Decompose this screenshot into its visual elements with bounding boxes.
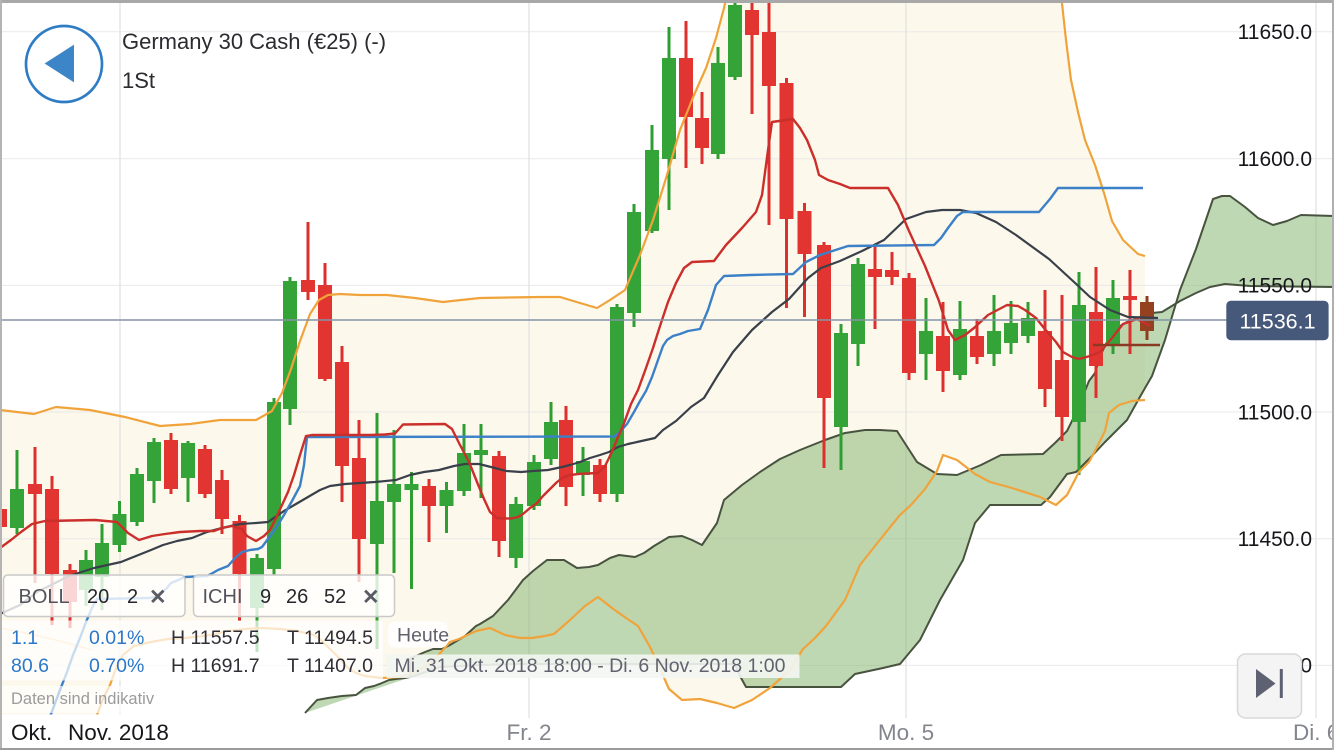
svg-text:T 11407.0: T 11407.0: [287, 655, 373, 677]
svg-text:1.1: 1.1: [11, 627, 38, 649]
svg-text:11650.0: 11650.0: [1238, 21, 1312, 44]
svg-text:26: 26: [286, 586, 308, 608]
svg-text:H 11691.7: H 11691.7: [171, 655, 260, 677]
svg-text:✕: ✕: [149, 586, 167, 609]
svg-text:Daten sind indikativ: Daten sind indikativ: [11, 690, 155, 708]
svg-text:2: 2: [127, 586, 138, 608]
svg-text:T 11494.5: T 11494.5: [287, 627, 373, 649]
svg-text:80.6: 80.6: [11, 655, 49, 677]
svg-text:Okt.: Okt.: [11, 720, 52, 745]
svg-text:Nov. 2018: Nov. 2018: [68, 720, 169, 745]
svg-text:9: 9: [260, 586, 271, 608]
svg-text:Fr. 2: Fr. 2: [506, 720, 551, 745]
svg-text:11550.0: 11550.0: [1238, 275, 1312, 298]
svg-text:Di. 6: Di. 6: [1293, 720, 1334, 745]
svg-text:0.70%: 0.70%: [89, 655, 144, 677]
svg-text:BOLL: BOLL: [19, 586, 70, 608]
svg-text:11600.0: 11600.0: [1238, 148, 1312, 171]
svg-text:0.01%: 0.01%: [89, 627, 144, 649]
svg-text:11450.0: 11450.0: [1238, 528, 1312, 551]
svg-text:11500.0: 11500.0: [1238, 401, 1312, 424]
svg-text:52: 52: [324, 586, 346, 608]
svg-text:✕: ✕: [362, 586, 380, 609]
svg-text:20: 20: [87, 586, 109, 608]
svg-text:ICHI: ICHI: [203, 586, 243, 608]
svg-text:11536.1: 11536.1: [1239, 310, 1315, 334]
svg-text:H 11557.5: H 11557.5: [171, 627, 260, 649]
svg-text:Mi. 31 Okt. 2018 18:00 - Di. 6: Mi. 31 Okt. 2018 18:00 - Di. 6 Nov. 2018…: [395, 655, 786, 677]
svg-text:Mo. 5: Mo. 5: [878, 720, 934, 745]
svg-text:Germany 30 Cash (€25) (-): Germany 30 Cash (€25) (-): [122, 29, 386, 54]
svg-text:1St: 1St: [122, 68, 155, 93]
svg-text:Heute: Heute: [397, 625, 449, 647]
